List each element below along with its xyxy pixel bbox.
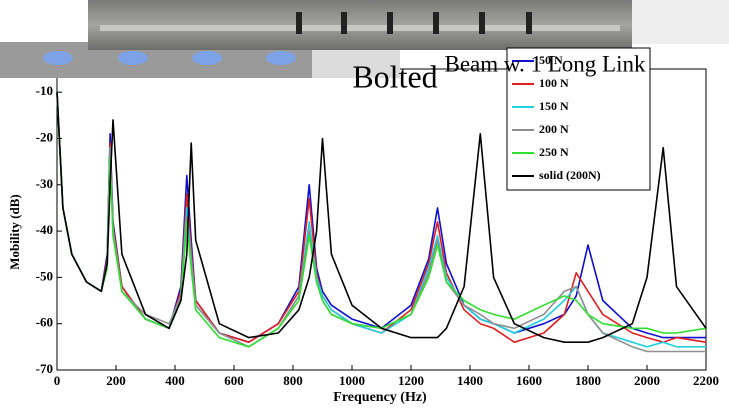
series-line [56,92,707,348]
photo-bolts [43,51,296,65]
y-tick-label: -60 [36,315,53,330]
y-tick-label: -40 [36,222,53,237]
beam [100,25,620,31]
beam-bolts [296,12,532,34]
y-tick-label: -30 [36,176,53,191]
y-tick-label: -10 [36,83,53,98]
y-tick-label: -50 [36,268,53,283]
x-tick-label: 400 [165,373,185,388]
chart-title: Bolted [352,58,437,94]
x-tick-label: 1800 [575,373,601,388]
x-tick-label: 0 [54,373,61,388]
x-tick-label: 1200 [398,373,424,388]
legend-label: 200 N [539,122,569,136]
legend-label: 150 N [539,99,569,113]
legend-label: 50 N [539,53,563,67]
legend-label: solid (200N) [539,168,601,182]
x-tick-label: 1400 [457,373,483,388]
x-tick-label: 2000 [634,373,660,388]
x-tick-label: 200 [106,373,126,388]
photo-background [632,0,729,44]
x-tick-label: 1000 [339,373,365,388]
legend-label: 250 N [539,145,569,159]
y-axis-label: Mobility (dB) [7,194,22,269]
x-tick-label: 600 [224,373,244,388]
y-tick-label: -70 [36,361,53,376]
x-tick-label: 800 [283,373,303,388]
legend-label: 100 N [539,76,569,90]
x-tick-label: 2200 [693,373,719,388]
y-tick-label: -20 [36,129,53,144]
series-line [56,92,707,343]
x-axis-label: Frequency (Hz) [333,390,427,405]
chart-subtitle: Beam w. 1 Long Link [444,51,646,76]
legend-box [506,47,651,191]
x-tick-label: 1600 [516,373,542,388]
